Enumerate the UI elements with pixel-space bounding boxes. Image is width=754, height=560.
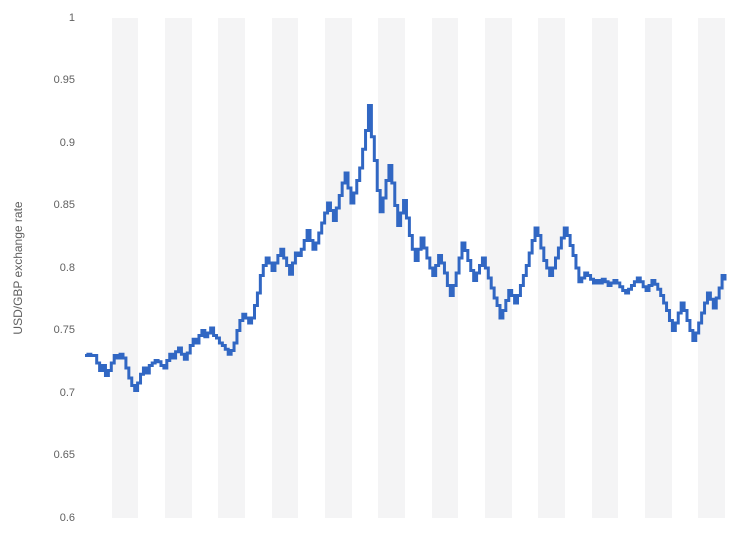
exchange-rate-chart: USD/GBP exchange rate 0.60.650.70.750.80… (0, 0, 754, 560)
y-tick-label: 0.9 (0, 137, 75, 149)
y-tick-label: 0.8 (0, 262, 75, 274)
y-tick-label: 1 (0, 12, 75, 24)
y-tick-label: 0.85 (0, 199, 75, 211)
y-tick-label: 0.7 (0, 387, 75, 399)
y-tick-label: 0.75 (0, 324, 75, 336)
y-tick-label: 0.95 (0, 74, 75, 86)
line-series (85, 18, 725, 518)
y-tick-label: 0.6 (0, 512, 75, 524)
plot-area (85, 18, 725, 518)
y-tick-label: 0.65 (0, 449, 75, 461)
series-path (85, 106, 725, 391)
